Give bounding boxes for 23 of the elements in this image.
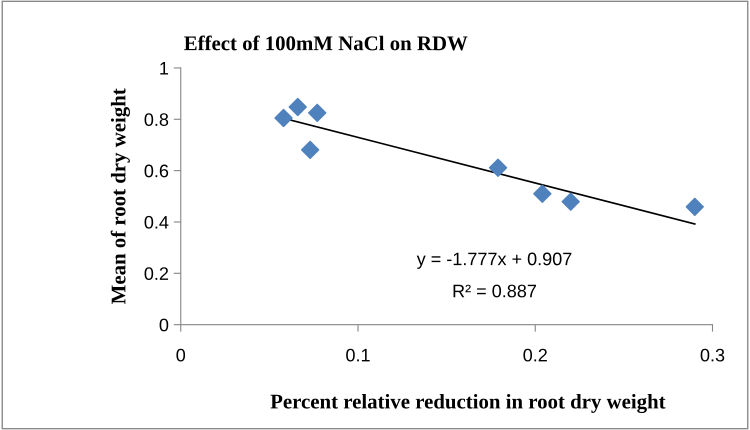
annotation: y = -1.777x + 0.907 xyxy=(416,252,572,269)
chart-title: Effect of 100mM NaCl on RDW xyxy=(184,35,468,50)
point xyxy=(274,108,293,128)
y-tick-label: 0.4 xyxy=(144,216,168,229)
point xyxy=(533,184,552,203)
x-axis-title: Percent relative reduction in root dry weight xyxy=(270,394,666,414)
point xyxy=(562,192,580,211)
point xyxy=(488,158,508,177)
x-tick-label: 0.1 xyxy=(346,348,370,362)
y-tick-label: 0 xyxy=(160,318,168,332)
point xyxy=(686,198,704,216)
x-tick-label: 0.2 xyxy=(523,348,547,362)
point xyxy=(308,104,326,122)
point xyxy=(288,98,307,116)
annotation: R² = 0.887 xyxy=(454,284,536,298)
point xyxy=(300,140,320,160)
y-tick-label: 0.6 xyxy=(144,164,168,178)
x-tick-label: 0.3 xyxy=(700,348,724,362)
y-tick-label: 0.8 xyxy=(144,113,168,126)
y-axis-title: Mean of root dry weight xyxy=(110,88,130,304)
y-tick-label: 1 xyxy=(160,62,168,74)
x-tick-label: 0 xyxy=(176,348,186,362)
y-tick-label: 0.2 xyxy=(144,267,168,280)
